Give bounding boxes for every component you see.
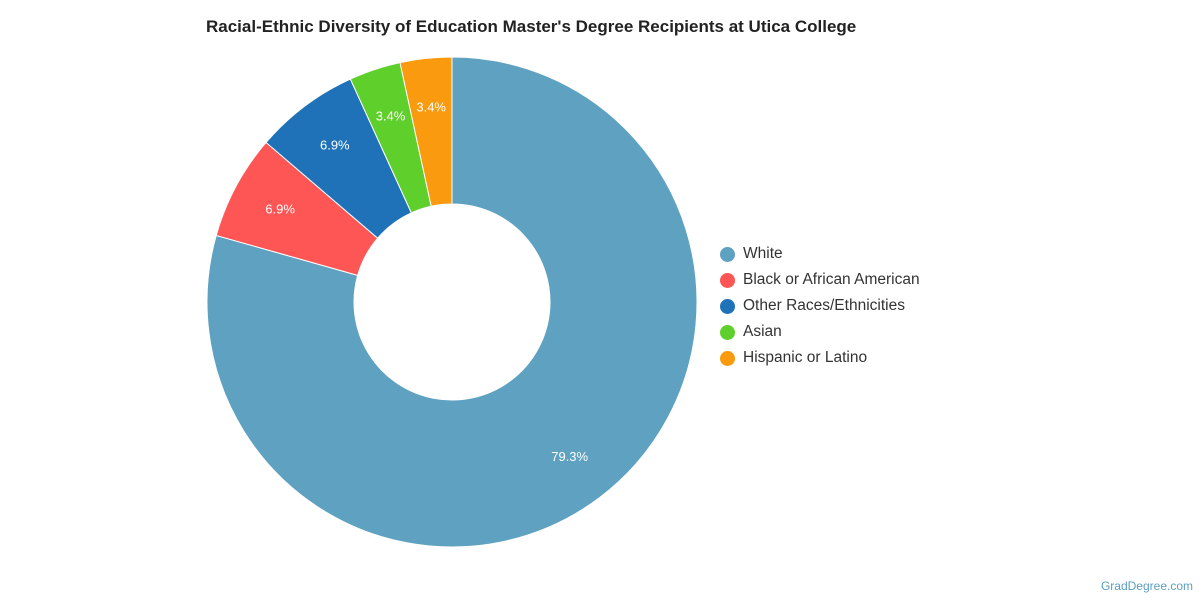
slice-label-other-races-ethnicities: 6.9% xyxy=(320,138,350,153)
legend-item-black-or-african-american[interactable]: Black or African American xyxy=(720,267,920,293)
slice-hispanic-or-latino[interactable] xyxy=(399,56,453,207)
legend-swatch xyxy=(720,350,735,366)
chart-title: Racial-Ethnic Diversity of Education Mas… xyxy=(206,17,857,36)
legend-swatch xyxy=(720,272,735,288)
legend-label: Asian xyxy=(743,323,782,340)
legend-item-white[interactable]: White xyxy=(720,241,920,267)
legend-label: Black or African American xyxy=(743,271,920,288)
slice-label-hispanic-or-latino: 3.4% xyxy=(416,100,446,115)
legend-item-asian[interactable]: Asian xyxy=(720,319,920,345)
legend-label: Other Races/Ethnicities xyxy=(743,297,905,314)
slice-white[interactable] xyxy=(206,56,698,548)
chart-legend: White Black or African American Other Ra… xyxy=(720,241,920,371)
slice-label-black-or-african-american: 6.9% xyxy=(265,201,295,216)
slice-label-white: 79.3% xyxy=(551,449,588,464)
legend-item-hispanic-or-latino[interactable]: Hispanic or Latino xyxy=(720,345,920,371)
legend-label: Hispanic or Latino xyxy=(743,349,868,366)
legend-swatch xyxy=(720,298,735,314)
legend-swatch xyxy=(720,246,735,262)
slice-label-asian: 3.4% xyxy=(376,108,406,123)
legend-swatch xyxy=(720,324,735,340)
legend-label: White xyxy=(743,245,783,262)
legend-item-other-races[interactable]: Other Races/Ethnicities xyxy=(720,293,920,319)
watermark[interactable]: GradDegree.com xyxy=(1100,579,1193,593)
